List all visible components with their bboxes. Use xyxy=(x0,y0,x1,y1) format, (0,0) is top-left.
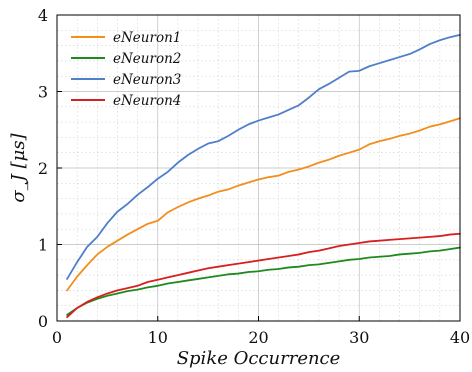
series-line-eNeuron4 xyxy=(66,232,461,319)
y-tick-label: 2 xyxy=(38,159,48,178)
grid xyxy=(57,15,460,321)
x-tick-label: 30 xyxy=(349,328,369,347)
x-tick-label: 0 xyxy=(52,328,62,347)
y-axis-label: σ_J [μs] xyxy=(8,132,29,202)
y-tick-label: 4 xyxy=(38,6,48,25)
x-tick-label: 40 xyxy=(450,328,470,347)
y-tick-label: 1 xyxy=(38,236,48,255)
axis-ticks: 0 10 20 30 40 0 1 2 3 4 xyxy=(38,6,470,347)
series-line-eNeuron1 xyxy=(66,117,461,292)
x-tick-label: 20 xyxy=(248,328,268,347)
legend: eNeuron1 eNeuron2 eNeuron3 eNeuron4 xyxy=(71,30,181,109)
legend-label-eNeuron3: eNeuron3 xyxy=(113,72,181,88)
y-tick-label: 0 xyxy=(38,312,48,331)
series-line-eNeuron2 xyxy=(66,246,461,316)
legend-label-eNeuron4: eNeuron4 xyxy=(113,93,181,109)
y-tick-label: 3 xyxy=(38,83,48,102)
series-lines xyxy=(66,33,461,319)
x-axis-label: Spike Occurrence xyxy=(177,348,341,369)
series-line-eNeuron3 xyxy=(66,33,461,280)
legend-label-eNeuron2: eNeuron2 xyxy=(113,51,181,67)
legend-label-eNeuron1: eNeuron1 xyxy=(113,30,181,46)
x-tick-label: 10 xyxy=(148,328,168,347)
